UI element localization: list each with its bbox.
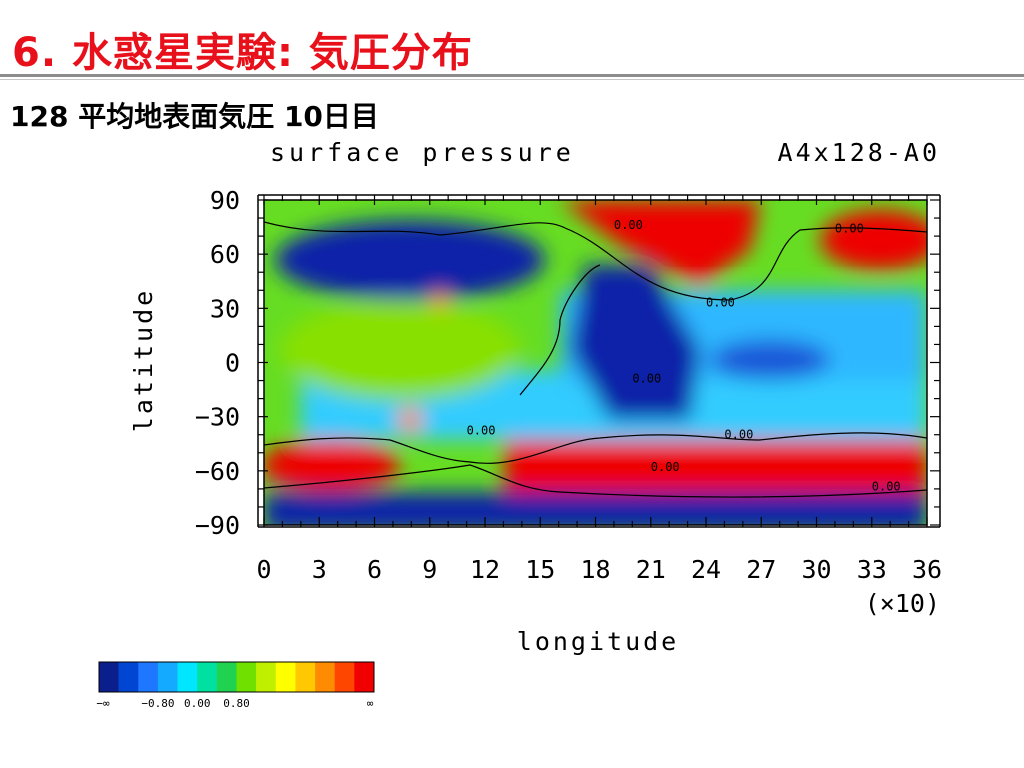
contour-label: 0.00 bbox=[872, 480, 901, 494]
y-tick-label: 60 bbox=[210, 240, 240, 269]
colorbar-swatch bbox=[138, 662, 159, 692]
contour-label: 0.00 bbox=[724, 427, 753, 441]
chart-run-label: A4x128-A0 bbox=[778, 138, 940, 167]
colorbar-swatch bbox=[197, 662, 218, 692]
colorbar-swatch bbox=[216, 662, 237, 692]
y-tick-label: 0 bbox=[225, 349, 240, 378]
field-patch-low-east bbox=[710, 340, 830, 380]
colorbar bbox=[98, 661, 375, 693]
axes bbox=[257, 194, 941, 528]
x-tick-label: 6 bbox=[367, 555, 382, 584]
field-patch-green bbox=[280, 300, 520, 400]
colorbar-label: −∞ bbox=[96, 697, 110, 710]
colorbar-label: ∞ bbox=[367, 697, 374, 710]
colorbar-swatch bbox=[275, 662, 296, 692]
colorbar-swatch bbox=[315, 662, 336, 692]
x-tick-label: 30 bbox=[801, 555, 831, 584]
y-tick-label: −60 bbox=[195, 457, 240, 486]
contour-label: 0.00 bbox=[467, 424, 496, 438]
y-tick-label: 90 bbox=[210, 186, 240, 215]
contour-label: 0.00 bbox=[632, 371, 661, 385]
x-tick-label: 27 bbox=[746, 555, 776, 584]
x-tick-label: 21 bbox=[636, 555, 666, 584]
contour-line bbox=[264, 464, 927, 498]
colorbar-swatch bbox=[99, 662, 119, 692]
x-tick-label: 3 bbox=[312, 555, 327, 584]
field-patch-orange-1 bbox=[430, 292, 450, 308]
colorbar-swatch bbox=[295, 662, 316, 692]
y-tick-label: −90 bbox=[195, 511, 240, 540]
x-tick-label: 15 bbox=[525, 555, 555, 584]
field-patch-low-center bbox=[570, 265, 700, 420]
x-tick-label: 0 bbox=[256, 555, 271, 584]
field-patch-orange-2 bbox=[398, 408, 422, 432]
heatmap-field: 0.00 0.00 0.00 0.00 0.00 0.00 0.00 0.00 bbox=[264, 200, 927, 525]
slide-subtitle: 128 平均地表面気圧 10日目 bbox=[10, 100, 379, 133]
slide-title: 6. 水惑星実験: 気圧分布 bbox=[12, 30, 473, 76]
y-tick-label: 30 bbox=[210, 294, 240, 323]
y-axis-label: latitude bbox=[129, 288, 158, 432]
zero-contours bbox=[264, 221, 927, 498]
colorbar-label: −0.80 bbox=[141, 697, 174, 710]
x-tick-labels: 0 3 6 9 12 15 18 21 24 27 30 33 36 bbox=[256, 555, 942, 584]
contour-label: 0.00 bbox=[651, 460, 680, 474]
x-tick-label: 9 bbox=[422, 555, 437, 584]
contour-line bbox=[519, 264, 601, 396]
y-tick-labels: 90 60 30 0 −30 −60 −90 bbox=[195, 186, 240, 540]
x-tick-label: 18 bbox=[580, 555, 610, 584]
title-rule bbox=[0, 74, 1024, 77]
field-patch-high-north bbox=[560, 200, 760, 285]
y-tick-label: −30 bbox=[195, 403, 240, 432]
colorbar-swatch bbox=[177, 662, 198, 692]
contour-line bbox=[264, 432, 927, 464]
colorbar-swatch bbox=[256, 662, 277, 692]
contour-label: 0.00 bbox=[706, 296, 735, 310]
field-patch-low-nw bbox=[275, 220, 545, 300]
field-patch-high-south bbox=[505, 440, 927, 495]
x-tick-label: 24 bbox=[691, 555, 721, 584]
contour-label: 0.00 bbox=[614, 218, 643, 232]
contour-label: 0.00 bbox=[835, 222, 864, 236]
colorbar-swatch bbox=[354, 662, 375, 692]
contour-line bbox=[264, 221, 566, 236]
title-rule-shadow bbox=[0, 79, 1024, 80]
colorbar-swatch bbox=[236, 662, 257, 692]
x-multiplier: (×10) bbox=[865, 589, 940, 618]
colorbar-label: 0.00 bbox=[184, 697, 211, 710]
colorbar-frame bbox=[98, 661, 375, 693]
colorbar-labels: −∞ −0.80 0.00 0.80 ∞ bbox=[96, 697, 373, 710]
field-patch-high-ne bbox=[820, 210, 927, 270]
x-axis-label: longitude bbox=[517, 627, 679, 656]
x-tick-label: 33 bbox=[857, 555, 887, 584]
colorbar-swatch bbox=[334, 662, 355, 692]
x-tick-label: 12 bbox=[470, 555, 500, 584]
x-tick-label: 36 bbox=[912, 555, 942, 584]
field-patch-high-sw bbox=[264, 440, 400, 490]
chart-title: surface pressure bbox=[270, 138, 575, 167]
contour-line bbox=[564, 227, 927, 301]
colorbar-swatch bbox=[157, 662, 178, 692]
colorbar-swatch bbox=[118, 662, 139, 692]
colorbar-label: 0.80 bbox=[223, 697, 250, 710]
